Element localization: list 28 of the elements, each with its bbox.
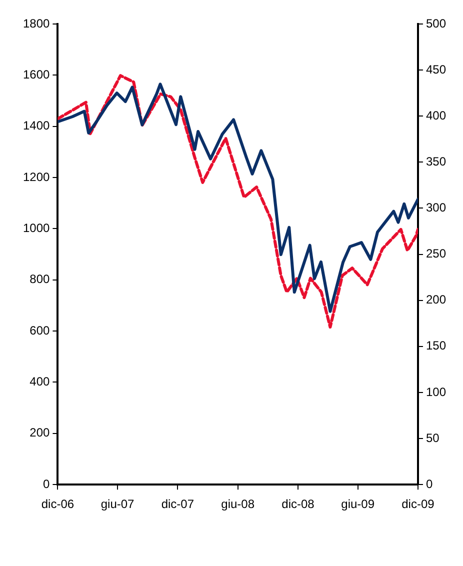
- x-tick-label: giu-08: [221, 497, 255, 512]
- y2-tick-label: 500: [426, 16, 446, 30]
- x-tick-label: giu-07: [100, 497, 135, 512]
- x-tick-label: giu-09: [341, 497, 375, 512]
- y2-tick-label: 250: [426, 246, 446, 261]
- y2-tick-label: 350: [426, 154, 446, 168]
- y-tick-label: 1600: [22, 67, 50, 82]
- y-tick-label: 200: [30, 426, 50, 440]
- x-tick-label: dic-09: [402, 497, 435, 512]
- y2-tick-label: 50: [426, 430, 440, 445]
- y-tick-label: 1000: [22, 221, 50, 236]
- x-tick-label: dic-08: [282, 497, 315, 512]
- y-tick-label: 1200: [22, 170, 50, 184]
- y2-tick-label: 0: [426, 476, 433, 491]
- y-tick-label: 600: [30, 323, 50, 338]
- y-tick-label: 400: [30, 374, 50, 389]
- y-tick-label: 1400: [22, 118, 50, 133]
- y2-tick-label: 300: [426, 200, 446, 215]
- x-tick-label: dic-07: [161, 497, 194, 512]
- y2-tick-label: 450: [426, 62, 446, 76]
- y2-tick-label: 200: [426, 292, 446, 307]
- y-tick-label: 1800: [22, 16, 50, 30]
- y-tick-label: 800: [30, 272, 50, 286]
- y-tick-label: 0: [43, 476, 50, 491]
- x-tick-label: dic-06: [41, 497, 74, 512]
- y2-tick-label: 100: [426, 384, 446, 399]
- y2-tick-label: 150: [426, 338, 446, 353]
- y2-tick-label: 400: [426, 108, 446, 122]
